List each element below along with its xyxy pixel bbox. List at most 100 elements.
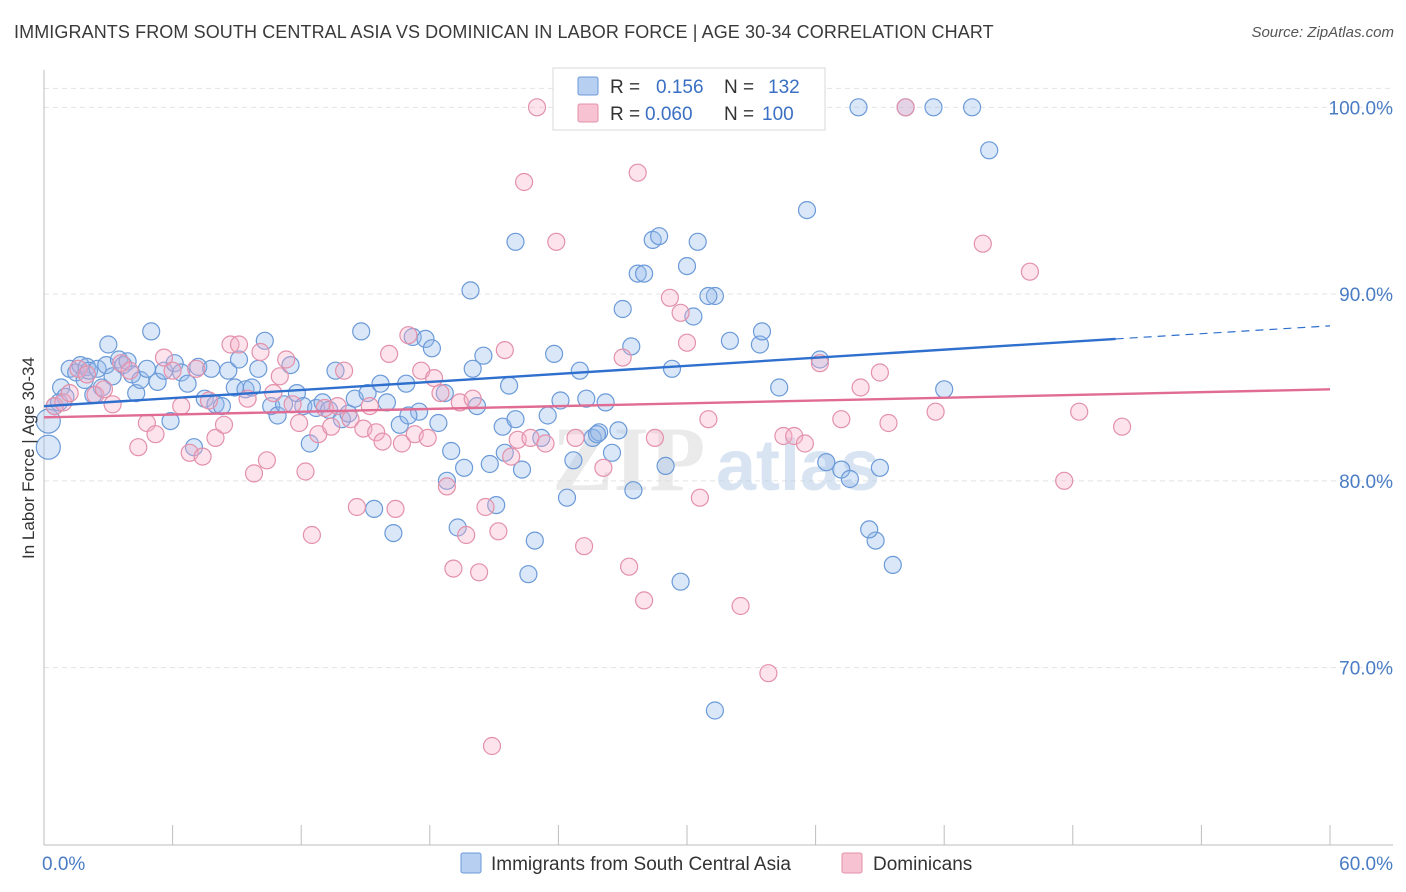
point-dominicans-32 bbox=[290, 413, 309, 433]
point-dominicans-4 bbox=[77, 365, 97, 384]
point-dominicans-102 bbox=[1112, 417, 1132, 436]
x-tick-label-1: 60.0% bbox=[1339, 854, 1393, 875]
point-immigrants-111 bbox=[705, 286, 725, 306]
series-legend-swatch-dominicans bbox=[841, 852, 863, 874]
point-immigrants-88 bbox=[538, 406, 557, 425]
point-dominicans-93 bbox=[851, 378, 870, 397]
point-dominicans-95 bbox=[879, 413, 898, 433]
point-dominicans-83 bbox=[677, 333, 697, 352]
point-dominicans-77 bbox=[619, 557, 639, 576]
point-dominicans-79 bbox=[634, 591, 654, 610]
legend-r-value-pink: 0.060 bbox=[645, 104, 693, 125]
point-dominicans-13 bbox=[154, 348, 174, 367]
point-immigrants-61 bbox=[365, 499, 384, 518]
point-dominicans-58 bbox=[457, 525, 476, 545]
point-dominicans-48 bbox=[392, 434, 411, 453]
point-dominicans-10 bbox=[129, 438, 148, 457]
point-immigrants-93 bbox=[570, 361, 589, 380]
point-dominicans-27 bbox=[257, 451, 276, 470]
point-immigrants-119 bbox=[849, 98, 868, 117]
point-immigrants-89 bbox=[544, 344, 564, 363]
point-immigrants-94 bbox=[577, 389, 596, 408]
point-dominicans-80 bbox=[645, 428, 665, 447]
point-dominicans-63 bbox=[489, 522, 508, 541]
point-dominicans-101 bbox=[1070, 402, 1089, 421]
point-dominicans-12 bbox=[146, 425, 165, 444]
point-dominicans-52 bbox=[418, 428, 437, 447]
point-immigrants-123 bbox=[924, 98, 943, 117]
point-immigrants-76 bbox=[461, 281, 480, 300]
legend-swatch-pink bbox=[577, 103, 599, 123]
source-credit: Source: ZipAtlas.com bbox=[1251, 24, 1394, 41]
x-tick-label-0: 0.0% bbox=[42, 854, 85, 875]
series-legend-label-immigrants: Immigrants from South Central Asia bbox=[491, 854, 791, 875]
point-immigrants-68 bbox=[410, 402, 429, 421]
point-immigrants-114 bbox=[770, 378, 789, 397]
point-dominicans-73 bbox=[574, 537, 594, 556]
point-immigrants-16 bbox=[99, 335, 118, 354]
point-dominicans-89 bbox=[785, 426, 804, 446]
point-dominicans-82 bbox=[671, 303, 690, 322]
point-immigrants-40 bbox=[229, 350, 249, 369]
trend-line-immigrants bbox=[43, 337, 1116, 408]
point-immigrants-92 bbox=[564, 451, 583, 470]
point-dominicans-21 bbox=[214, 415, 234, 434]
point-dominicans-17 bbox=[187, 359, 206, 378]
point-dominicans-61 bbox=[476, 497, 495, 517]
y-tick-labels: 70.0% 80.0% 90.0% 100.0% bbox=[1329, 98, 1394, 679]
point-dominicans-64 bbox=[495, 341, 514, 360]
point-immigrants-70 bbox=[422, 339, 441, 358]
point-dominicans-87 bbox=[759, 664, 778, 683]
point-immigrants-124 bbox=[935, 380, 954, 399]
legend-n-value-pink: 100 bbox=[762, 104, 794, 125]
point-dominicans-84 bbox=[690, 488, 710, 507]
point-immigrants-75 bbox=[455, 458, 474, 477]
point-immigrants-121 bbox=[883, 555, 902, 575]
series-legend-swatch-immigrants bbox=[460, 852, 482, 874]
point-dominicans-46 bbox=[380, 344, 399, 363]
legend-swatch-blue bbox=[577, 76, 599, 96]
point-dominicans-30 bbox=[277, 350, 296, 369]
point-dominicans-60 bbox=[470, 563, 489, 582]
point-dominicans-98 bbox=[973, 234, 992, 253]
point-immigrants-131 bbox=[720, 331, 740, 350]
point-dominicans-26 bbox=[251, 342, 270, 362]
point-dominicans-69 bbox=[527, 98, 547, 117]
point-dominicans-70 bbox=[536, 434, 555, 453]
point-immigrants-85 bbox=[519, 565, 538, 584]
point-dominicans-54 bbox=[431, 384, 450, 403]
trend-line-immigrants-extension bbox=[1115, 325, 1331, 340]
point-immigrants-109 bbox=[677, 257, 697, 276]
point-immigrants-102 bbox=[628, 264, 647, 283]
point-dominicans-86 bbox=[731, 596, 750, 616]
point-dominicans-94 bbox=[870, 363, 890, 382]
watermark-zip: ZIP bbox=[552, 408, 705, 510]
trend-lines bbox=[43, 325, 1331, 419]
point-dominicans-43 bbox=[360, 397, 379, 416]
point-dominicans-72 bbox=[566, 428, 585, 447]
point-immigrants-127 bbox=[587, 425, 607, 444]
point-immigrants-72 bbox=[435, 384, 454, 403]
point-dominicans-56 bbox=[444, 559, 463, 578]
point-dominicans-67 bbox=[514, 172, 534, 192]
chart-title: IMMIGRANTS FROM SOUTH CENTRAL ASIA VS DO… bbox=[14, 22, 994, 42]
point-dominicans-18 bbox=[193, 447, 212, 466]
watermark: ZIP atlas bbox=[552, 408, 880, 510]
point-dominicans-65 bbox=[502, 447, 521, 466]
point-dominicans-39 bbox=[335, 361, 354, 380]
point-immigrants-31 bbox=[178, 374, 197, 393]
legend-r-label-pink: R = bbox=[610, 104, 640, 125]
point-immigrants-79 bbox=[480, 454, 499, 474]
point-immigrants-29 bbox=[165, 354, 184, 373]
point-immigrants-100 bbox=[613, 299, 632, 319]
point-immigrants-91 bbox=[557, 488, 577, 507]
point-dominicans-71 bbox=[547, 232, 566, 251]
point-immigrants-141 bbox=[437, 471, 456, 490]
point-immigrants-116 bbox=[817, 453, 836, 472]
point-dominicans-7 bbox=[103, 395, 122, 414]
point-dominicans-47 bbox=[386, 499, 405, 518]
point-immigrants-139 bbox=[752, 322, 772, 341]
point-immigrants-71 bbox=[429, 413, 448, 433]
point-dominicans-55 bbox=[437, 477, 456, 496]
